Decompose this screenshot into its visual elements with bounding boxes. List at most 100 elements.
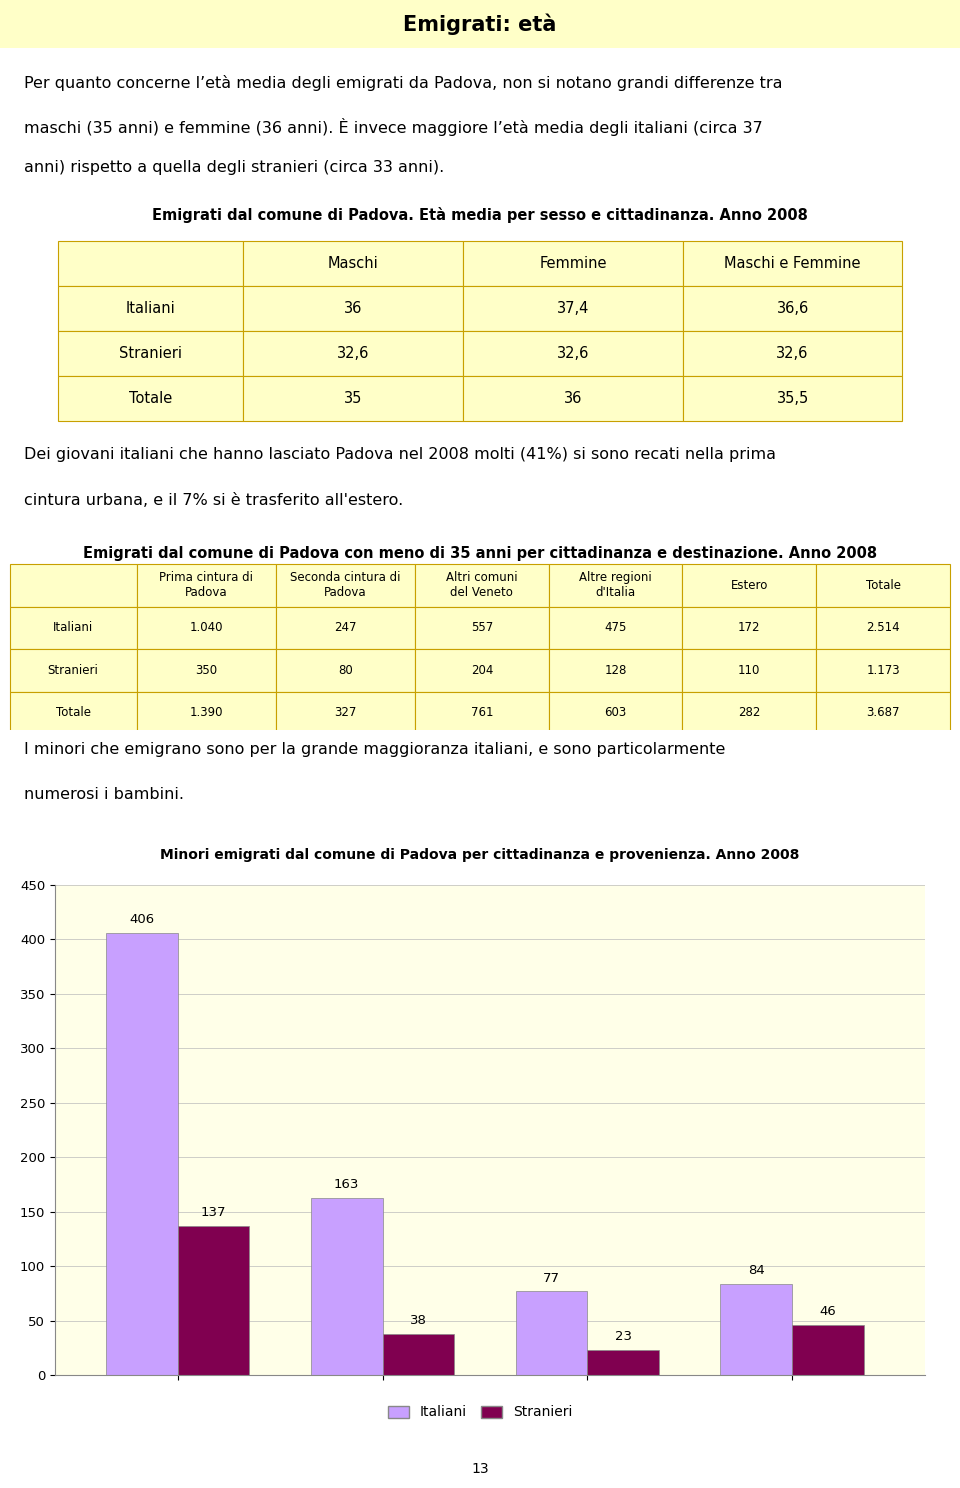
Text: 110: 110 <box>738 664 760 677</box>
FancyBboxPatch shape <box>463 286 683 332</box>
Text: Emigrati dal comune di Padova. Età media per sesso e cittadinanza. Anno 2008: Emigrati dal comune di Padova. Età media… <box>152 207 808 223</box>
FancyBboxPatch shape <box>549 564 683 607</box>
FancyBboxPatch shape <box>683 332 902 376</box>
FancyBboxPatch shape <box>244 241 463 286</box>
Text: Totale: Totale <box>129 391 172 406</box>
FancyBboxPatch shape <box>244 376 463 421</box>
Text: Seconda cintura di
Padova: Seconda cintura di Padova <box>290 571 400 600</box>
FancyBboxPatch shape <box>683 649 816 692</box>
Text: Emigrati dal comune di Padova con meno di 35 anni per cittadinanza e destinazion: Emigrati dal comune di Padova con meno d… <box>83 546 877 561</box>
Text: 761: 761 <box>470 707 493 719</box>
FancyBboxPatch shape <box>549 649 683 692</box>
Text: 38: 38 <box>410 1314 427 1327</box>
FancyBboxPatch shape <box>683 564 816 607</box>
Text: Maschi: Maschi <box>328 256 378 271</box>
FancyBboxPatch shape <box>136 649 276 692</box>
FancyBboxPatch shape <box>549 607 683 649</box>
Text: 204: 204 <box>470 664 493 677</box>
FancyBboxPatch shape <box>816 692 950 734</box>
Text: Totale: Totale <box>866 579 900 592</box>
Text: 36,6: 36,6 <box>777 301 808 315</box>
FancyBboxPatch shape <box>276 607 415 649</box>
Text: 172: 172 <box>738 622 760 634</box>
FancyBboxPatch shape <box>136 564 276 607</box>
Text: Maschi e Femmine: Maschi e Femmine <box>725 256 861 271</box>
FancyBboxPatch shape <box>683 692 816 734</box>
FancyBboxPatch shape <box>136 607 276 649</box>
FancyBboxPatch shape <box>463 241 683 286</box>
Text: 350: 350 <box>195 664 217 677</box>
FancyBboxPatch shape <box>244 286 463 332</box>
Text: Femmine: Femmine <box>540 256 607 271</box>
FancyBboxPatch shape <box>10 692 136 734</box>
Text: Stranieri: Stranieri <box>48 664 99 677</box>
Text: 80: 80 <box>338 664 353 677</box>
Text: 475: 475 <box>604 622 627 634</box>
FancyBboxPatch shape <box>463 376 683 421</box>
Text: 247: 247 <box>334 622 357 634</box>
FancyBboxPatch shape <box>683 286 902 332</box>
Text: Altre regioni
d'Italia: Altre regioni d'Italia <box>579 571 652 600</box>
Text: 282: 282 <box>738 707 760 719</box>
FancyBboxPatch shape <box>58 376 244 421</box>
FancyBboxPatch shape <box>58 332 244 376</box>
Bar <box>178 1226 250 1375</box>
FancyBboxPatch shape <box>816 607 950 649</box>
Text: 32,6: 32,6 <box>557 347 589 362</box>
FancyBboxPatch shape <box>58 286 244 332</box>
Text: Prima cintura di
Padova: Prima cintura di Padova <box>159 571 253 600</box>
Text: 137: 137 <box>201 1207 227 1219</box>
FancyBboxPatch shape <box>683 241 902 286</box>
Legend: Italiani, Stranieri: Italiani, Stranieri <box>382 1400 578 1426</box>
FancyBboxPatch shape <box>58 241 244 286</box>
Text: 603: 603 <box>605 707 627 719</box>
FancyBboxPatch shape <box>415 607 549 649</box>
Text: 406: 406 <box>130 914 155 927</box>
Text: 84: 84 <box>748 1263 764 1277</box>
Text: 35,5: 35,5 <box>777 391 808 406</box>
Text: 163: 163 <box>334 1178 359 1190</box>
FancyBboxPatch shape <box>816 564 950 607</box>
Bar <box>516 1292 588 1375</box>
Text: 1.173: 1.173 <box>866 664 900 677</box>
Text: 36: 36 <box>344 301 363 315</box>
FancyBboxPatch shape <box>463 332 683 376</box>
FancyBboxPatch shape <box>415 649 549 692</box>
Text: 32,6: 32,6 <box>777 347 808 362</box>
Text: numerosi i bambini.: numerosi i bambini. <box>24 787 184 802</box>
FancyBboxPatch shape <box>415 564 549 607</box>
Text: 128: 128 <box>604 664 627 677</box>
Bar <box>792 1324 864 1375</box>
Text: cintura urbana, e il 7% si è trasferito all'estero.: cintura urbana, e il 7% si è trasferito … <box>24 493 403 507</box>
Bar <box>720 1284 792 1375</box>
Text: Emigrati: età: Emigrati: età <box>403 13 557 34</box>
Text: 35: 35 <box>344 391 363 406</box>
Text: Italiani: Italiani <box>53 622 93 634</box>
Text: Altri comuni
del Veneto: Altri comuni del Veneto <box>446 571 517 600</box>
Text: 23: 23 <box>614 1330 632 1344</box>
Bar <box>107 933 178 1375</box>
FancyBboxPatch shape <box>549 692 683 734</box>
Text: 2.514: 2.514 <box>866 622 900 634</box>
Text: 557: 557 <box>470 622 493 634</box>
FancyBboxPatch shape <box>415 692 549 734</box>
FancyBboxPatch shape <box>683 376 902 421</box>
Text: Per quanto concerne l’età media degli emigrati da Padova, non si notano grandi d: Per quanto concerne l’età media degli em… <box>24 76 782 91</box>
FancyBboxPatch shape <box>10 649 136 692</box>
FancyBboxPatch shape <box>276 649 415 692</box>
Text: anni) rispetto a quella degli stranieri (circa 33 anni).: anni) rispetto a quella degli stranieri … <box>24 161 444 176</box>
FancyBboxPatch shape <box>276 692 415 734</box>
Text: Minori emigrati dal comune di Padova per cittadinanza e provenienza. Anno 2008: Minori emigrati dal comune di Padova per… <box>160 848 800 862</box>
Text: Estero: Estero <box>731 579 768 592</box>
X-axis label: Fasce d'età: Fasce d'età <box>451 1405 529 1418</box>
Text: Italiani: Italiani <box>126 301 176 315</box>
FancyBboxPatch shape <box>10 607 136 649</box>
Bar <box>588 1350 659 1375</box>
FancyBboxPatch shape <box>10 564 136 607</box>
Text: 3.687: 3.687 <box>866 707 900 719</box>
Text: maschi (35 anni) e femmine (36 anni). È invece maggiore l’età media degli italia: maschi (35 anni) e femmine (36 anni). È … <box>24 118 763 135</box>
FancyBboxPatch shape <box>136 692 276 734</box>
Text: 13: 13 <box>471 1463 489 1476</box>
Text: 32,6: 32,6 <box>337 347 370 362</box>
FancyBboxPatch shape <box>816 649 950 692</box>
